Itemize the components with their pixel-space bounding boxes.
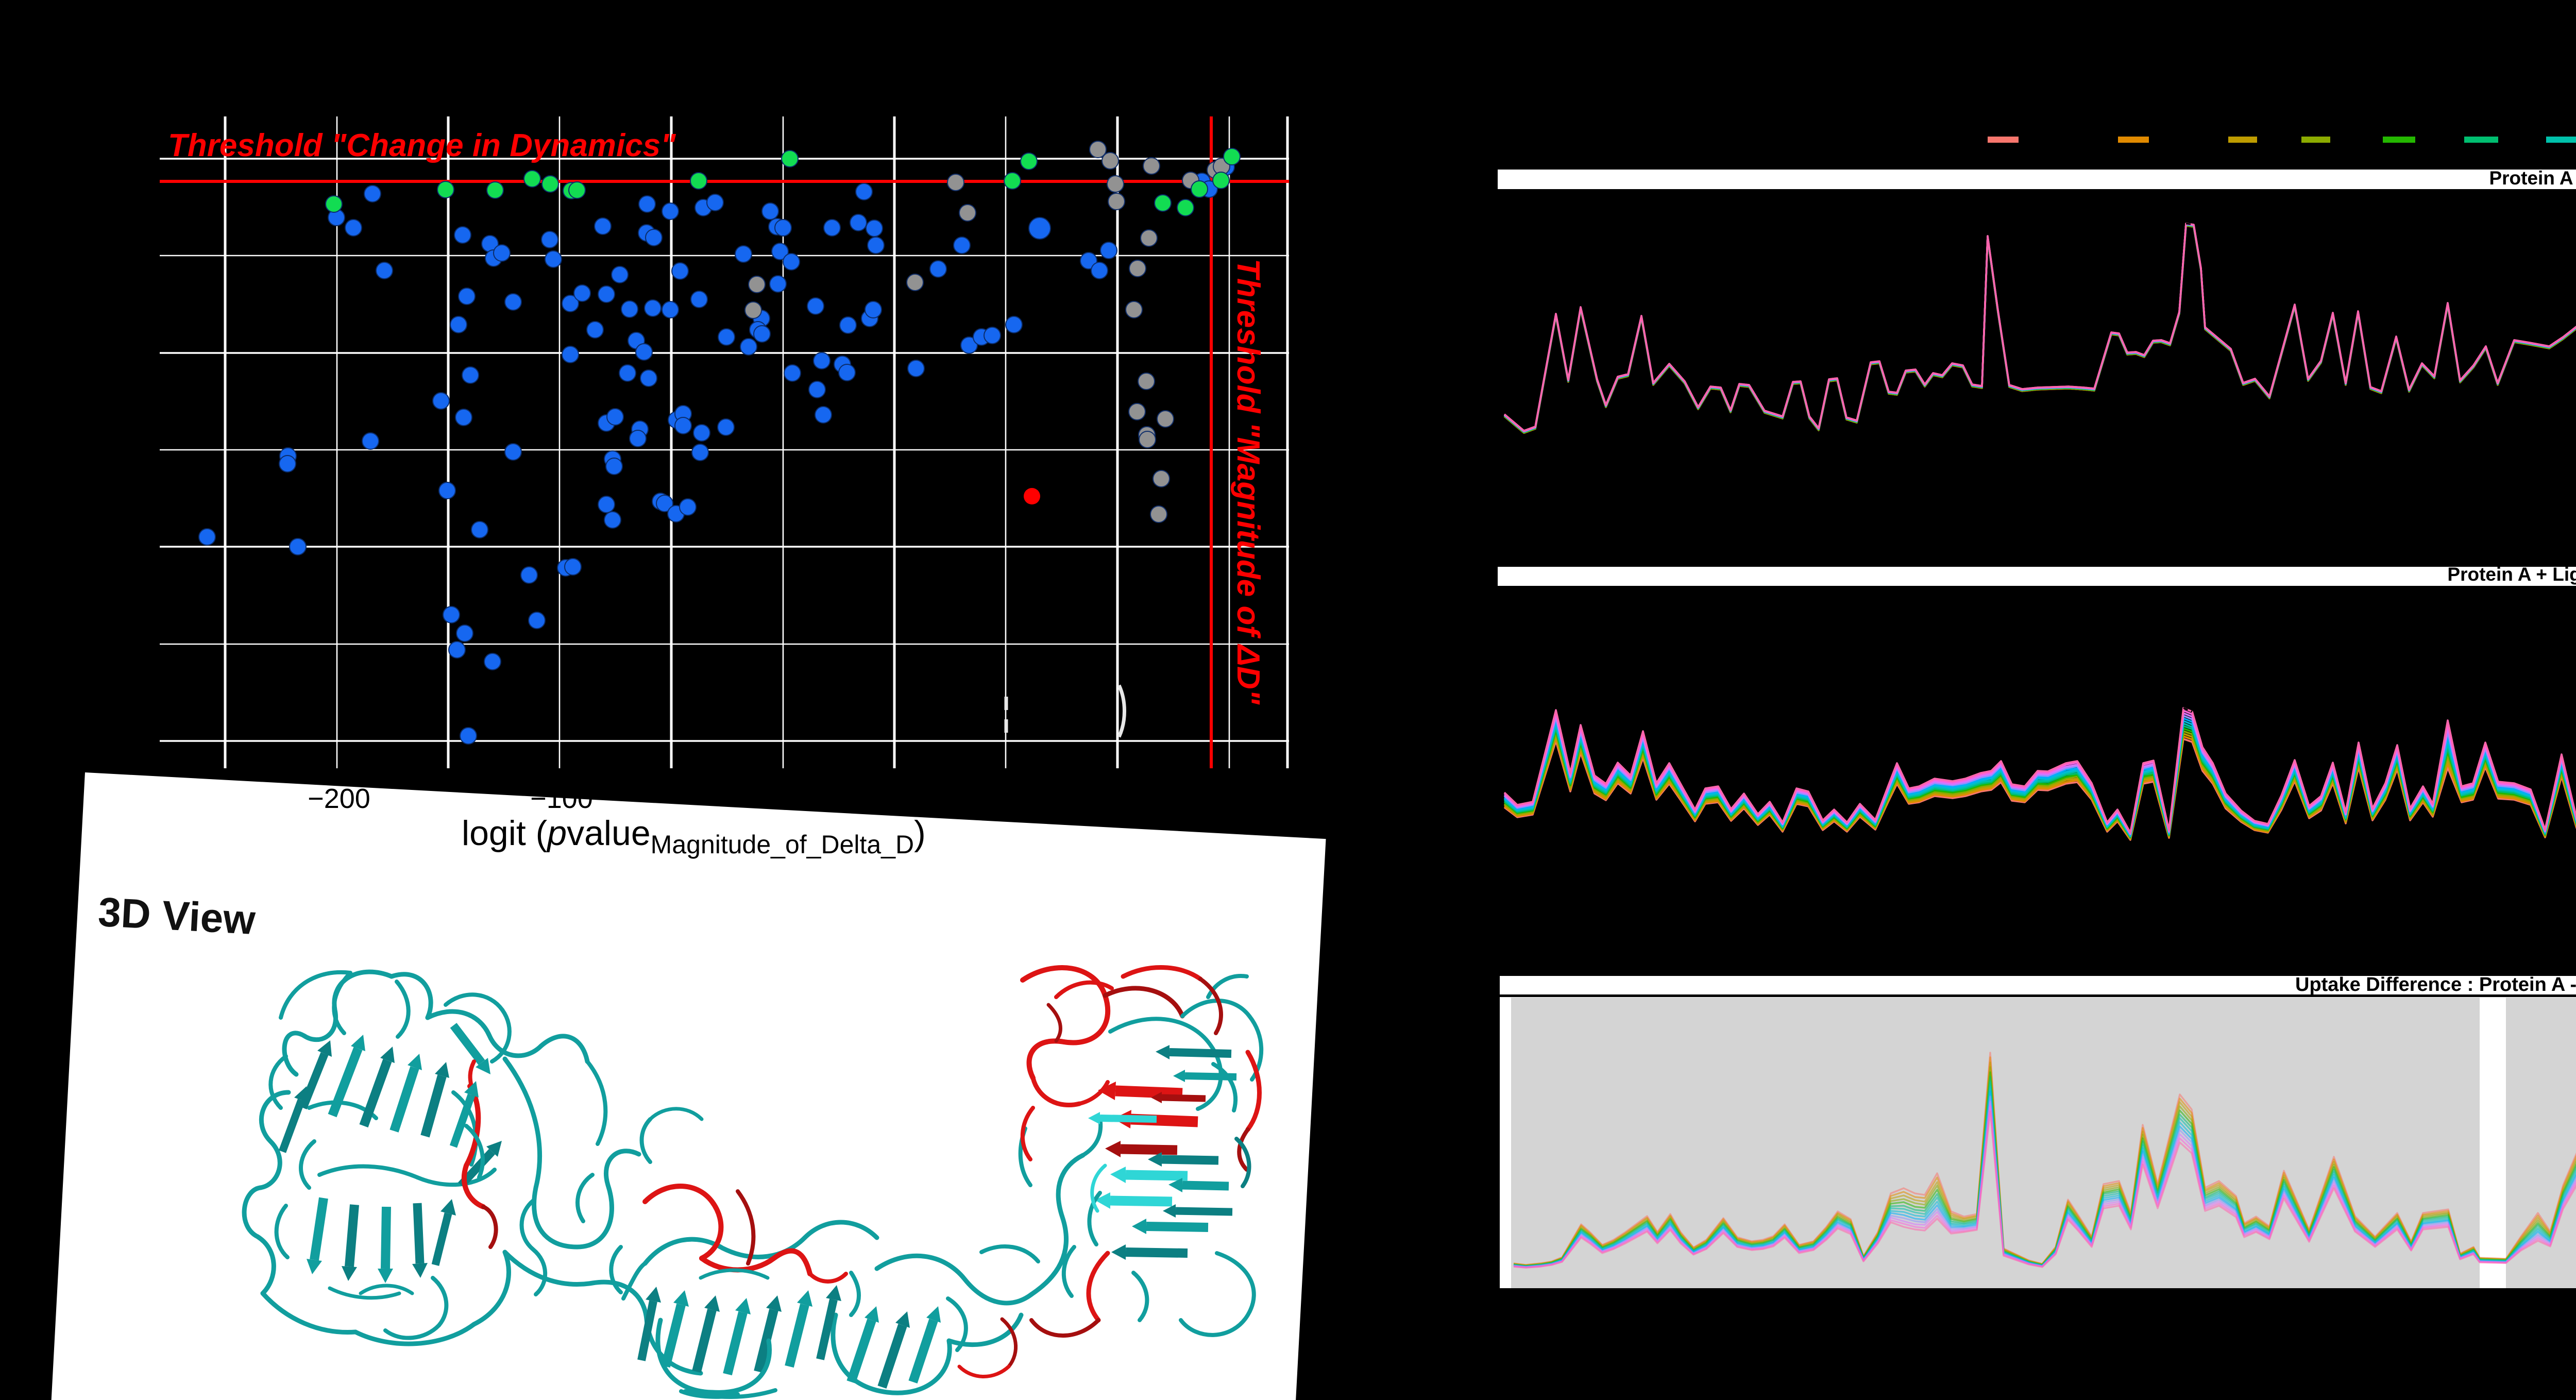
svg-text:3D View: 3D View [97, 889, 257, 943]
svg-text:Uptake Difference : Protein A: Uptake Difference : Protein A - (Protein… [2295, 974, 2576, 996]
svg-text:Threshold "Magnitude of ΔD": Threshold "Magnitude of ΔD" [1230, 259, 1266, 705]
svg-text:Threshold "Change in Dynamics": Threshold "Change in Dynamics" [168, 128, 676, 163]
svg-text:−100: −100 [530, 783, 593, 814]
svg-text:Protein A: Protein A [2489, 167, 2573, 189]
svg-text:Protein A + Ligand: Protein A + Ligand [2447, 564, 2576, 585]
svg-text:−200: −200 [308, 783, 370, 814]
